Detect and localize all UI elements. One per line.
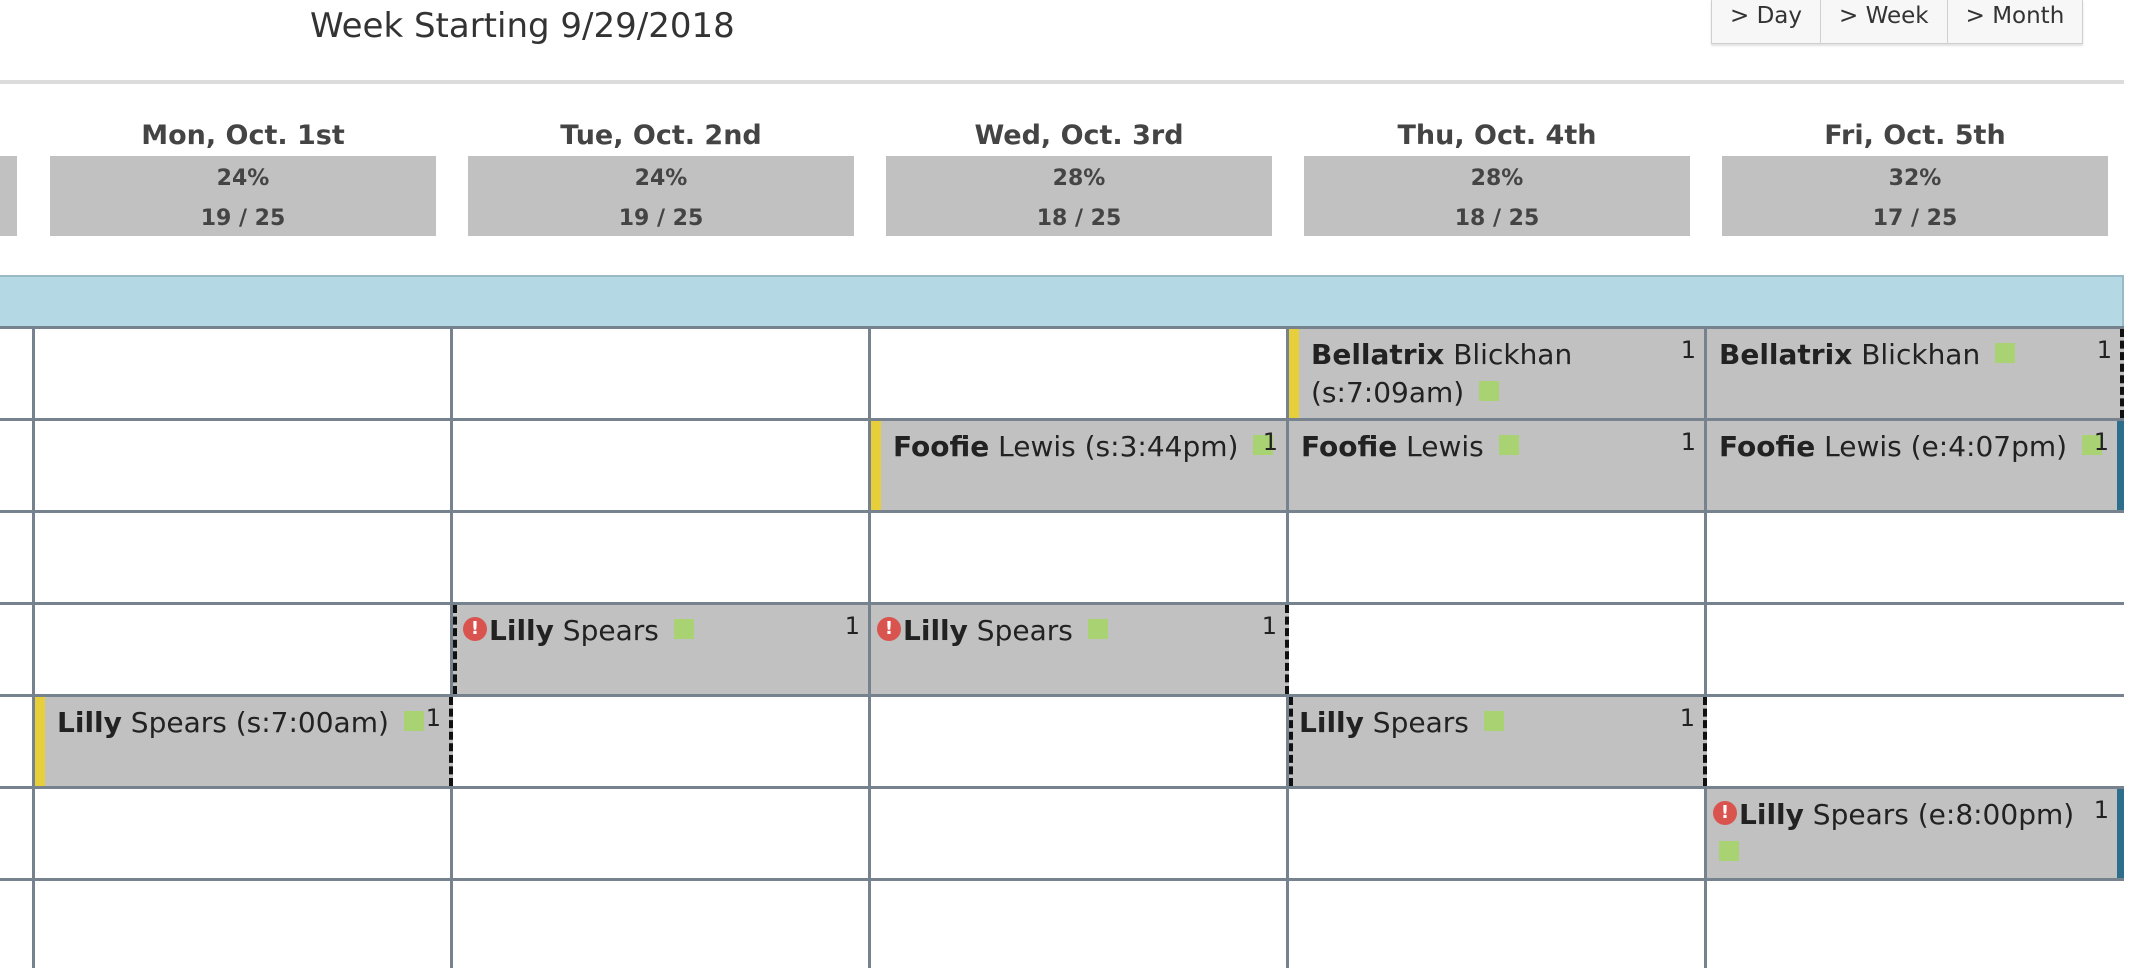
grid-row-line [0, 418, 2124, 421]
event-time-note: (s:7:00am) [226, 706, 389, 739]
status-square-icon [1253, 435, 1274, 455]
status-square-icon [1087, 619, 1108, 639]
event-lilly-fri[interactable]: ! Lilly Spears (e:8:00pm) 1 [1707, 789, 2124, 878]
day-summary-thu: 28% 18 / 25 [1304, 156, 1690, 236]
status-square-icon [1498, 435, 1519, 455]
grid-column-line [32, 326, 35, 968]
event-first-name: Lilly [57, 706, 122, 739]
event-lilly-thu[interactable]: Lilly Spears 1 [1289, 697, 1707, 786]
event-lilly-wed[interactable]: ! Lilly Spears 1 [871, 605, 1289, 694]
week-title: Week Starting 9/29/2018 [310, 6, 735, 46]
event-count: 1 [1262, 428, 1278, 456]
event-time-note: (s:3:44pm) [1075, 430, 1239, 463]
grid-column-line [450, 326, 453, 968]
event-count: 1 [2096, 336, 2112, 364]
grid-row-line [0, 510, 2124, 513]
day-percent: 32% [1888, 166, 1942, 191]
status-square-icon [2081, 435, 2102, 455]
event-first-name: Foofie [893, 430, 990, 463]
event-first-name: Lilly [489, 614, 554, 647]
event-last-name: Spears [976, 614, 1073, 647]
week-view-button[interactable]: > Week [1821, 0, 1948, 43]
grid-column-line [1704, 326, 1707, 968]
day-header-tue: Tue, Oct. 2nd [560, 120, 762, 151]
day-count: 18 / 25 [1454, 206, 1540, 231]
day-summary-fri: 32% 17 / 25 [1722, 156, 2108, 236]
warning-icon: ! [463, 617, 487, 641]
event-first-name: Foofie [1719, 430, 1816, 463]
event-last-name: Blickhan [1861, 338, 1981, 371]
event-foofie-fri[interactable]: Foofie Lewis (e:4:07pm) 1 [1707, 421, 2124, 510]
status-square-icon [1995, 343, 2016, 363]
day-summary-tue: 24% 19 / 25 [468, 156, 854, 236]
day-summary-mon: 24% 19 / 25 [50, 156, 436, 236]
event-bellatrix-fri[interactable]: Bellatrix Blickhan 1 [1707, 329, 2124, 418]
event-first-name: Foofie [1301, 430, 1398, 463]
event-time-note: (e:4:07pm) [1901, 430, 2068, 463]
status-square-icon [403, 711, 424, 731]
event-last-name: Spears [1372, 706, 1469, 739]
day-summary-stub [0, 156, 17, 236]
event-first-name: Bellatrix [1311, 338, 1445, 371]
status-square-icon [1479, 381, 1500, 401]
day-percent: 24% [634, 166, 688, 191]
day-count: 19 / 25 [200, 206, 286, 231]
day-header-mon: Mon, Oct. 1st [141, 120, 345, 151]
warning-icon: ! [1713, 801, 1737, 825]
event-last-name: Spears [562, 614, 659, 647]
day-count: 17 / 25 [1872, 206, 1958, 231]
day-header-fri: Fri, Oct. 5th [1824, 120, 2006, 151]
event-last-name: Lewis [1824, 430, 1902, 463]
status-square-icon [1719, 841, 1739, 861]
event-lilly-tue[interactable]: ! Lilly Spears 1 [453, 605, 868, 694]
all-day-band [0, 275, 2124, 327]
day-percent: 28% [1052, 166, 1106, 191]
event-last-name: Blickhan [1453, 338, 1573, 371]
status-square-icon [1483, 711, 1504, 731]
event-first-name: Lilly [1739, 798, 1804, 831]
event-last-name: Lewis [1406, 430, 1484, 463]
event-count: 1 [1679, 704, 1695, 732]
day-count: 19 / 25 [618, 206, 704, 231]
month-view-button[interactable]: > Month [1965, 3, 2065, 29]
view-switcher: > Day > Week > Month [1711, 0, 2084, 44]
event-foofie-thu[interactable]: Foofie Lewis 1 [1289, 421, 1704, 510]
event-lilly-mon[interactable]: Lilly Spears (s:7:00am) 1 [35, 697, 453, 786]
event-count: 1 [2093, 428, 2109, 456]
grid-column-line [868, 326, 871, 968]
grid-row-line [0, 786, 2124, 789]
event-bellatrix-thu[interactable]: Bellatrix Blickhan (s:7:09am) 1 [1289, 329, 1704, 418]
event-count: 1 [1261, 612, 1277, 640]
grid-row-line [0, 326, 2124, 329]
warning-icon: ! [877, 617, 901, 641]
day-percent: 28% [1470, 166, 1524, 191]
event-count: 1 [425, 704, 441, 732]
status-square-icon [673, 619, 694, 639]
event-count: 1 [844, 612, 860, 640]
day-view-button[interactable]: > Day [1712, 0, 1821, 43]
event-first-name: Lilly [1299, 706, 1364, 739]
event-foofie-wed[interactable]: Foofie Lewis (s:3:44pm) 1 [871, 421, 1286, 510]
day-count: 18 / 25 [1036, 206, 1122, 231]
event-last-name: Spears [130, 706, 227, 739]
event-first-name: Lilly [903, 614, 968, 647]
event-count: 1 [2093, 796, 2109, 824]
day-summary-wed: 28% 18 / 25 [886, 156, 1272, 236]
day-header-thu: Thu, Oct. 4th [1397, 120, 1597, 151]
grid-row-line [0, 602, 2124, 605]
grid-row-line [0, 878, 2124, 881]
event-time-note: (e:8:00pm) [1908, 798, 2075, 831]
event-count: 1 [1680, 428, 1696, 456]
header-divider [0, 80, 2124, 84]
event-last-name: Lewis [998, 430, 1076, 463]
day-header-wed: Wed, Oct. 3rd [974, 120, 1184, 151]
event-last-name: Spears [1812, 798, 1909, 831]
event-first-name: Bellatrix [1719, 338, 1853, 371]
grid-row-line [0, 694, 2124, 697]
event-time-note: (s:7:09am) [1311, 376, 1465, 409]
day-percent: 24% [216, 166, 270, 191]
event-count: 1 [1680, 336, 1696, 364]
